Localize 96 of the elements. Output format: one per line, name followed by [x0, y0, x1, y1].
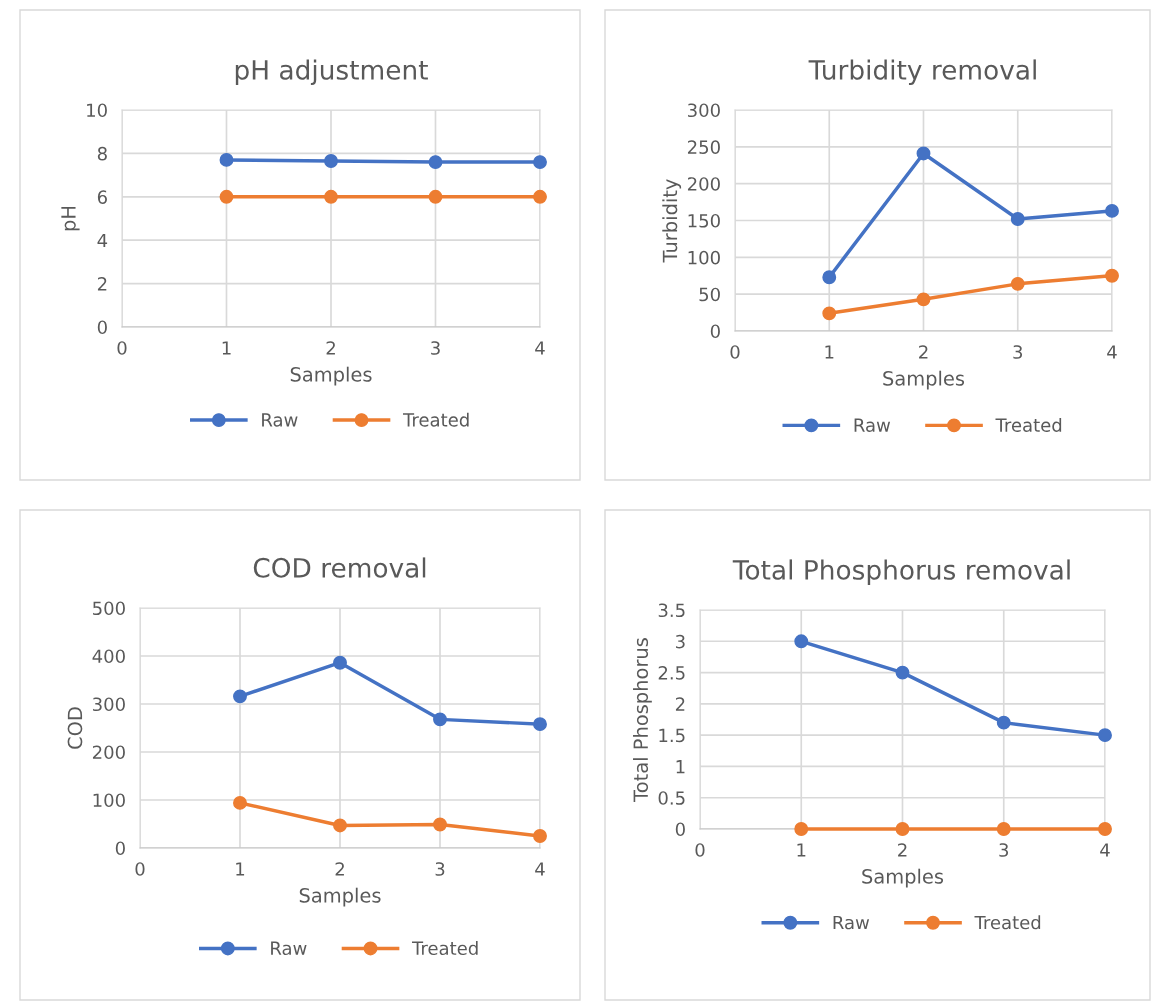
- x-tick-label: 4: [1100, 843, 1110, 857]
- x-tick-label: 3: [1013, 345, 1023, 359]
- point: [1105, 268, 1119, 283]
- x-tick-label: 1: [797, 843, 806, 857]
- x-axis-title: Samples: [290, 366, 372, 386]
- y-axis-title: pH: [61, 206, 80, 231]
- legend-label: Treated: [995, 417, 1062, 432]
- point: [433, 712, 447, 727]
- chart-title: pH adjustment: [235, 59, 428, 85]
- y-tick-label: 2.5: [658, 666, 685, 680]
- point: [324, 189, 338, 204]
- y-tick-label: 0.5: [658, 791, 685, 805]
- point: [324, 154, 338, 168]
- y-tick-label: 1: [676, 760, 685, 774]
- y-tick-label: 50: [699, 287, 720, 302]
- chart-title: Total Phosphorus removal: [732, 559, 1070, 585]
- x-tick-label: 2: [919, 345, 928, 359]
- x-axis-title: Samples: [883, 370, 965, 390]
- y-tick-label: 4: [97, 233, 108, 248]
- point: [533, 189, 547, 204]
- point: [233, 689, 247, 704]
- point: [996, 715, 1011, 730]
- point: [219, 189, 234, 204]
- y-tick-label: 100: [688, 250, 720, 265]
- point: [219, 152, 234, 167]
- x-tick-label: 1: [236, 862, 245, 876]
- y-tick-label: 250: [687, 140, 720, 154]
- legend-label: Raw: [854, 418, 891, 432]
- chart-title: Turbidity removal: [808, 59, 1036, 85]
- point: [428, 155, 443, 170]
- y-tick-label: 100: [93, 793, 125, 808]
- y-axis-title: COD: [67, 707, 83, 749]
- point: [533, 829, 547, 843]
- y-tick-label: 300: [93, 697, 125, 712]
- legend-label: Treated: [974, 915, 1041, 930]
- y-tick-label: 0: [675, 822, 685, 837]
- point: [916, 146, 931, 161]
- point: [822, 270, 837, 285]
- y-tick-label: 400: [92, 649, 125, 664]
- x-axis-title: Samples: [299, 887, 381, 907]
- x-tick-label: 2: [326, 341, 335, 355]
- y-tick-label: 500: [93, 601, 125, 616]
- point: [233, 795, 247, 810]
- legend-label: Raw: [271, 941, 307, 956]
- y-axis-title: Turbidity: [662, 179, 682, 263]
- point: [895, 822, 910, 836]
- y-axis-title: Total Phosphorus: [633, 638, 652, 802]
- y-tick-label: 200: [687, 177, 720, 191]
- point: [794, 822, 809, 836]
- x-tick-label: 1: [222, 341, 231, 355]
- point: [916, 292, 931, 307]
- y-tick-label: 0: [97, 320, 107, 335]
- y-tick-label: 3.5: [658, 603, 685, 618]
- point: [1010, 212, 1025, 226]
- point: [533, 717, 547, 732]
- x-tick-label: 0: [730, 345, 740, 359]
- y-tick-label: 0: [710, 324, 720, 339]
- y-tick-label: 6: [97, 190, 107, 204]
- y-tick-label: 150: [688, 213, 720, 228]
- point: [1010, 276, 1025, 291]
- y-tick-label: 2: [675, 697, 685, 711]
- point: [333, 818, 347, 833]
- legend-label: Raw: [262, 413, 298, 427]
- point: [996, 822, 1011, 836]
- point: [428, 189, 443, 204]
- y-tick-label: 300: [688, 103, 720, 118]
- x-tick-label: 4: [535, 341, 545, 355]
- point: [433, 817, 447, 832]
- y-tick-label: 1.5: [659, 728, 685, 743]
- legend-label: Treated: [412, 941, 478, 956]
- x-tick-label: 3: [999, 843, 1009, 857]
- x-axis-title: Samples: [862, 868, 944, 888]
- x-tick-label: 3: [435, 862, 445, 876]
- y-tick-label: 10: [87, 103, 107, 118]
- point: [1098, 728, 1112, 743]
- x-tick-label: 4: [535, 862, 545, 876]
- point: [333, 655, 347, 670]
- x-tick-label: 0: [135, 862, 145, 876]
- y-tick-label: 200: [92, 745, 125, 760]
- point: [895, 665, 910, 680]
- y-tick-label: 8: [97, 146, 107, 161]
- point: [822, 306, 837, 321]
- point: [794, 634, 809, 649]
- x-tick-label: 2: [898, 843, 907, 857]
- point: [1098, 822, 1112, 836]
- chart-title: COD removal: [253, 557, 426, 578]
- x-tick-label: 1: [825, 345, 834, 359]
- point: [533, 155, 547, 170]
- x-tick-label: 3: [431, 341, 440, 355]
- x-tick-label: 2: [335, 862, 344, 876]
- legend-label: Treated: [403, 412, 469, 427]
- y-tick-label: 3: [676, 634, 685, 649]
- x-tick-label: 4: [1107, 345, 1117, 359]
- y-tick-label: 2: [97, 277, 107, 291]
- point: [1105, 203, 1119, 218]
- legend-label: Raw: [833, 915, 870, 930]
